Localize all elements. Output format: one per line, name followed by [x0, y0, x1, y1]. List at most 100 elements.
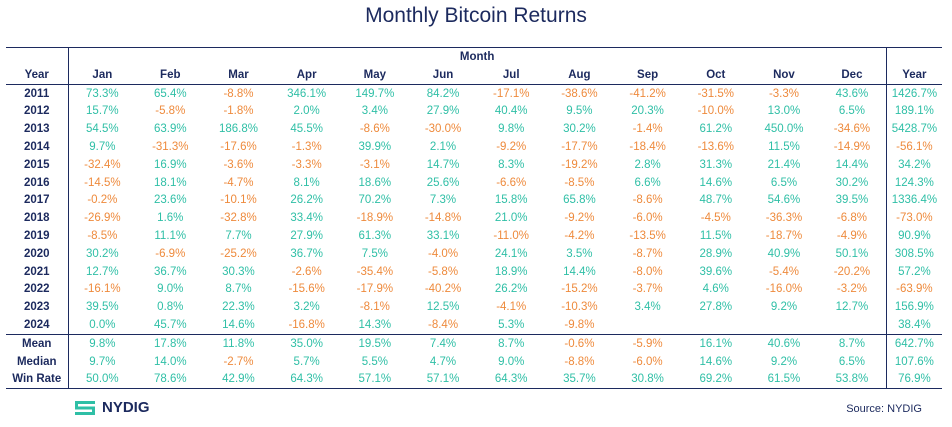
year-label: 2018 — [6, 209, 69, 228]
return-cell: 61.3% — [358, 230, 392, 243]
return-cell: 7.7% — [225, 230, 252, 243]
return-cell: -10.3% — [561, 301, 598, 314]
return-cell: 30.2% — [86, 247, 119, 260]
return-cell: 8.1% — [293, 176, 320, 189]
return-cell: -16.8% — [288, 319, 325, 332]
return-cell: 54.5% — [86, 123, 119, 136]
return-cell: 61.2% — [699, 123, 733, 136]
return-cell: 7.4% — [408, 333, 478, 353]
year-row: 2024 0.0% 45.7% 14.6% -16.8% 14.3% -8.4% 5.3% -9… — [6, 316, 942, 335]
year-row: 2020 30.2% -6.9% -25.2% 36.7% 7.5% -4.0% 24.1% 3… — [6, 244, 942, 263]
return-cell: -2.6% — [291, 265, 322, 278]
return-cell: 57.1% — [408, 370, 478, 390]
return-cell: 149.7% — [355, 87, 395, 100]
return-cell: 14.4% — [835, 158, 869, 171]
return-cell: 9.2% — [770, 355, 798, 368]
month-column-header: Apr — [272, 66, 341, 85]
year-label: 2022 — [6, 280, 69, 299]
return-cell: -5.8% — [428, 265, 459, 278]
return-cell: 11.8% — [204, 333, 273, 353]
return-cell: 8.7% — [818, 333, 887, 353]
return-cell: -17.1% — [493, 87, 530, 100]
returns-table: Month Year Jan Feb Mar Apr May Jun Jul Aug Sep Oc… — [6, 47, 942, 390]
return-cell: -3.6% — [223, 158, 254, 171]
nydig-logo-icon — [75, 400, 95, 415]
return-cell: -8.6% — [359, 123, 390, 136]
return-cell: 21.4% — [767, 158, 801, 171]
return-cell: 4.6% — [702, 283, 729, 296]
return-cell: -8.1% — [359, 301, 390, 314]
return-cell: 45.7% — [153, 319, 187, 332]
return-cell: 12.7% — [835, 301, 869, 314]
return-cell: 5.5% — [361, 355, 388, 368]
return-cell: 27.8% — [699, 301, 733, 314]
return-cell: 9.8% — [498, 123, 525, 136]
year-row: 2021 12.7% 36.7% 30.3% -2.6% -35.4% -5.8% 18.9%… — [6, 262, 942, 281]
return-cell: 18.6% — [358, 176, 392, 189]
return-cell: -2.7% — [223, 355, 254, 368]
return-cell: -13.5% — [629, 230, 666, 243]
return-cell: -4.1% — [496, 301, 527, 314]
return-cell: 11.5% — [699, 230, 732, 243]
return-cell — [682, 316, 750, 334]
return-cell: 6.5% — [770, 176, 798, 189]
return-cell: 9.0% — [498, 355, 525, 368]
return-cell: 78.6% — [136, 370, 205, 390]
return-cell: -5.9% — [613, 333, 682, 353]
return-cell: 6.5% — [838, 355, 866, 368]
return-cell: -6.6% — [496, 176, 527, 189]
corner-cell — [6, 47, 69, 66]
return-cell: -3.3% — [768, 87, 799, 100]
return-cell: 64.3% — [272, 370, 341, 390]
return-cell: -36.3% — [765, 212, 803, 225]
return-cell: -11.0% — [493, 230, 530, 243]
return-cell: -1.3% — [291, 141, 322, 154]
month-column-header: Jan — [68, 66, 137, 85]
return-cell: 48.7% — [699, 194, 733, 207]
return-cell: -15.2% — [561, 283, 598, 296]
year-total-cell: 642.7% — [885, 333, 942, 353]
return-cell: 25.6% — [426, 176, 460, 189]
return-cell: 0.8% — [157, 301, 184, 314]
year-total-cell: 124.3% — [885, 173, 942, 192]
column-header-row: Year Jan Feb Mar Apr May Jun Jul Aug Sep Oct Nov De… — [6, 66, 942, 85]
return-cell: -10.1% — [220, 194, 257, 207]
return-cell: -30.0% — [424, 123, 462, 136]
year-label: 2021 — [6, 262, 69, 281]
return-cell: -17.9% — [356, 283, 394, 296]
return-cell: -9.8% — [564, 319, 595, 332]
return-cell: 6.6% — [634, 176, 661, 189]
year-label: 2013 — [6, 120, 69, 139]
return-cell: 14.4% — [563, 265, 596, 278]
return-cell: 16.9% — [153, 158, 187, 171]
return-cell: 50.1% — [835, 247, 869, 260]
return-cell: -26.9% — [84, 212, 121, 225]
return-cell: -3.7% — [632, 283, 663, 296]
return-cell: -3.3% — [291, 158, 322, 171]
return-cell: -31.5% — [697, 87, 734, 100]
year-total-cell: 57.2% — [885, 262, 942, 281]
return-cell: -10.0% — [697, 105, 734, 118]
return-cell: 54.6% — [767, 194, 801, 207]
corner-cell-right — [885, 47, 942, 66]
return-cell: 65.8% — [563, 194, 596, 207]
return-cell: 21.0% — [494, 212, 528, 225]
return-cell: -18.9% — [356, 212, 394, 225]
return-cell: -14.9% — [833, 141, 871, 154]
return-cell: 14.6% — [699, 355, 733, 368]
return-cell: -14.8% — [424, 212, 462, 225]
return-cell: 35.0% — [272, 333, 341, 353]
return-cell: 23.6% — [153, 194, 187, 207]
return-cell: 9.2% — [770, 301, 798, 314]
return-cell: -8.8% — [223, 87, 254, 100]
return-cell: -15.6% — [288, 283, 325, 296]
return-cell: 9.0% — [157, 283, 184, 296]
return-cell: 0.0% — [89, 319, 116, 332]
year-label: 2014 — [6, 138, 69, 156]
return-cell: 8.7% — [225, 283, 252, 296]
return-cell: -16.1% — [84, 283, 121, 296]
return-cell: 57.1% — [340, 370, 409, 390]
year-row: 2023 39.5% 0.8% 22.3% 3.2% -8.1% 12.5% -4.1% -10… — [6, 298, 942, 317]
return-cell: 73.3% — [86, 87, 119, 100]
year-total-cell: 5428.7% — [885, 120, 942, 139]
